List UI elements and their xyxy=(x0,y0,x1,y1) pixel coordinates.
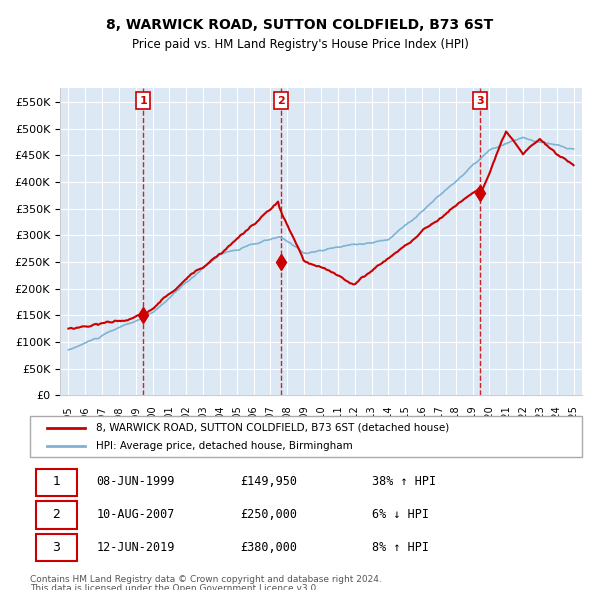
Text: This data is licensed under the Open Government Licence v3.0.: This data is licensed under the Open Gov… xyxy=(30,584,319,590)
Text: 38% ↑ HPI: 38% ↑ HPI xyxy=(372,475,436,488)
Text: Price paid vs. HM Land Registry's House Price Index (HPI): Price paid vs. HM Land Registry's House … xyxy=(131,38,469,51)
Text: 12-JUN-2019: 12-JUN-2019 xyxy=(96,540,175,553)
Text: 3: 3 xyxy=(476,96,484,106)
Text: 10-AUG-2007: 10-AUG-2007 xyxy=(96,508,175,521)
Text: 3: 3 xyxy=(52,540,60,553)
Text: £380,000: £380,000 xyxy=(240,540,297,553)
Text: HPI: Average price, detached house, Birmingham: HPI: Average price, detached house, Birm… xyxy=(96,441,353,451)
FancyBboxPatch shape xyxy=(30,416,582,457)
Text: 2: 2 xyxy=(277,96,284,106)
FancyBboxPatch shape xyxy=(35,534,77,562)
Text: £149,950: £149,950 xyxy=(240,475,297,488)
Text: 8, WARWICK ROAD, SUTTON COLDFIELD, B73 6ST: 8, WARWICK ROAD, SUTTON COLDFIELD, B73 6… xyxy=(106,18,494,32)
FancyBboxPatch shape xyxy=(35,502,77,529)
Text: 2: 2 xyxy=(52,508,60,521)
Text: 8% ↑ HPI: 8% ↑ HPI xyxy=(372,540,429,553)
Text: 1: 1 xyxy=(52,475,60,488)
Text: 6% ↓ HPI: 6% ↓ HPI xyxy=(372,508,429,521)
Text: 1: 1 xyxy=(139,96,147,106)
Text: 08-JUN-1999: 08-JUN-1999 xyxy=(96,475,175,488)
FancyBboxPatch shape xyxy=(35,468,77,496)
Text: £250,000: £250,000 xyxy=(240,508,297,521)
Text: Contains HM Land Registry data © Crown copyright and database right 2024.: Contains HM Land Registry data © Crown c… xyxy=(30,575,382,584)
Text: 8, WARWICK ROAD, SUTTON COLDFIELD, B73 6ST (detached house): 8, WARWICK ROAD, SUTTON COLDFIELD, B73 6… xyxy=(96,422,449,432)
